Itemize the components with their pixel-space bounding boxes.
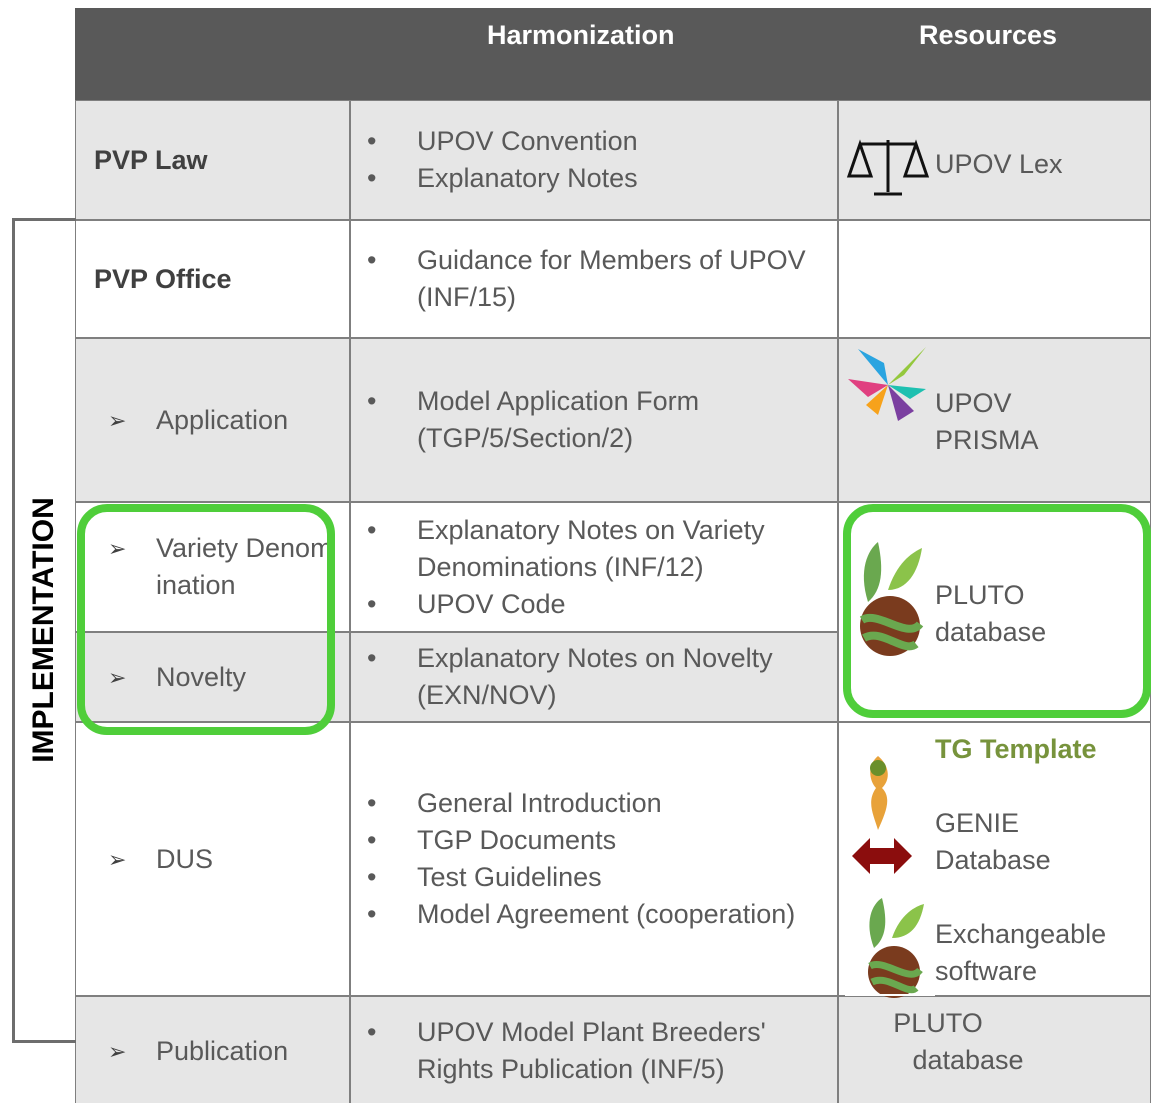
bullet-item: Test Guidelines — [367, 859, 827, 896]
header-harmonization: Harmonization — [487, 20, 675, 51]
pluto-icon — [859, 542, 924, 656]
bullet-cell: Explanatory Notes on Novelty (EXN/NOV) — [350, 632, 838, 722]
resource-label: PLUTO database — [893, 1008, 1024, 1075]
pluto-icon-2 — [868, 898, 924, 998]
bullet-item: Guidance for Members of UPOV (INF/15) — [367, 242, 827, 316]
highlight-box — [843, 504, 1151, 718]
row-label: Application — [76, 402, 302, 439]
row-label: Variety Denomination — [76, 530, 349, 604]
scales-icon — [846, 139, 930, 196]
bullet-item: UPOV Model Plant Breeders' Rights Public… — [367, 1014, 827, 1088]
bullet-item: Model Agreement (cooperation) — [367, 896, 827, 933]
resource-label: Exchangeable software — [935, 919, 1107, 986]
row-label-cell: Publication — [75, 996, 350, 1103]
resource-cell — [838, 338, 1151, 502]
resource-cell — [838, 220, 1151, 338]
bullet-cell: Explanatory Notes on Variety Denominatio… — [350, 502, 838, 632]
resource-label: UPOV PRISMA — [935, 388, 1039, 455]
resource-label: PLUTO database — [935, 580, 1047, 647]
bullet-item: UPOV Convention — [367, 123, 827, 160]
row-label-cell: PVP Office — [75, 220, 350, 338]
bullet-cell: Model Application Form (TGP/5/Section/2) — [350, 338, 838, 502]
row-label: PVP Office — [94, 263, 232, 294]
side-bracket — [12, 218, 76, 1043]
bullet-item: General Introduction — [367, 785, 827, 822]
row-label: PVP Law — [94, 144, 208, 175]
side-label: IMPLEMENTATION — [27, 497, 60, 763]
resource-label: GENIE Database — [935, 808, 1051, 875]
header-resources: Resources — [919, 20, 1058, 51]
bullet-item: Explanatory Notes on Variety Denominatio… — [367, 512, 827, 586]
bullet-item: Explanatory Notes on Novelty (EXN/NOV) — [367, 640, 827, 714]
bullet-cell: UPOV Model Plant Breeders' Rights Public… — [350, 996, 838, 1103]
bullet-item: TGP Documents — [367, 822, 827, 859]
resource-cell — [838, 100, 1151, 220]
row-label: Publication — [76, 1033, 302, 1070]
exchange-icon — [852, 838, 912, 874]
resource-label: UPOV Lex — [935, 149, 1063, 179]
row-label-cell: Variety Denomination — [75, 502, 350, 632]
genie-icon — [870, 756, 888, 830]
resource-label: TG Template — [935, 734, 1097, 764]
row-label-cell: DUS — [75, 722, 350, 996]
bullet-cell: Guidance for Members of UPOV (INF/15) — [350, 220, 838, 338]
bullet-cell: UPOV ConventionExplanatory Notes — [350, 100, 838, 220]
bullet-item: UPOV Code — [367, 586, 827, 623]
row-label-cell: Novelty — [75, 632, 350, 722]
row-label-cell: PVP Law — [75, 100, 350, 220]
row-label-cell: Application — [75, 338, 350, 502]
bullet-cell: General IntroductionTGP DocumentsTest Gu… — [350, 722, 838, 996]
bullet-item: Explanatory Notes — [367, 160, 827, 197]
highlight-box — [77, 504, 335, 735]
row-label: DUS — [76, 841, 227, 878]
bullet-item: Model Application Form (TGP/5/Section/2) — [367, 383, 827, 457]
row-label: Novelty — [76, 659, 260, 696]
divider-mask — [845, 994, 935, 996]
prisma-icon — [848, 347, 926, 421]
